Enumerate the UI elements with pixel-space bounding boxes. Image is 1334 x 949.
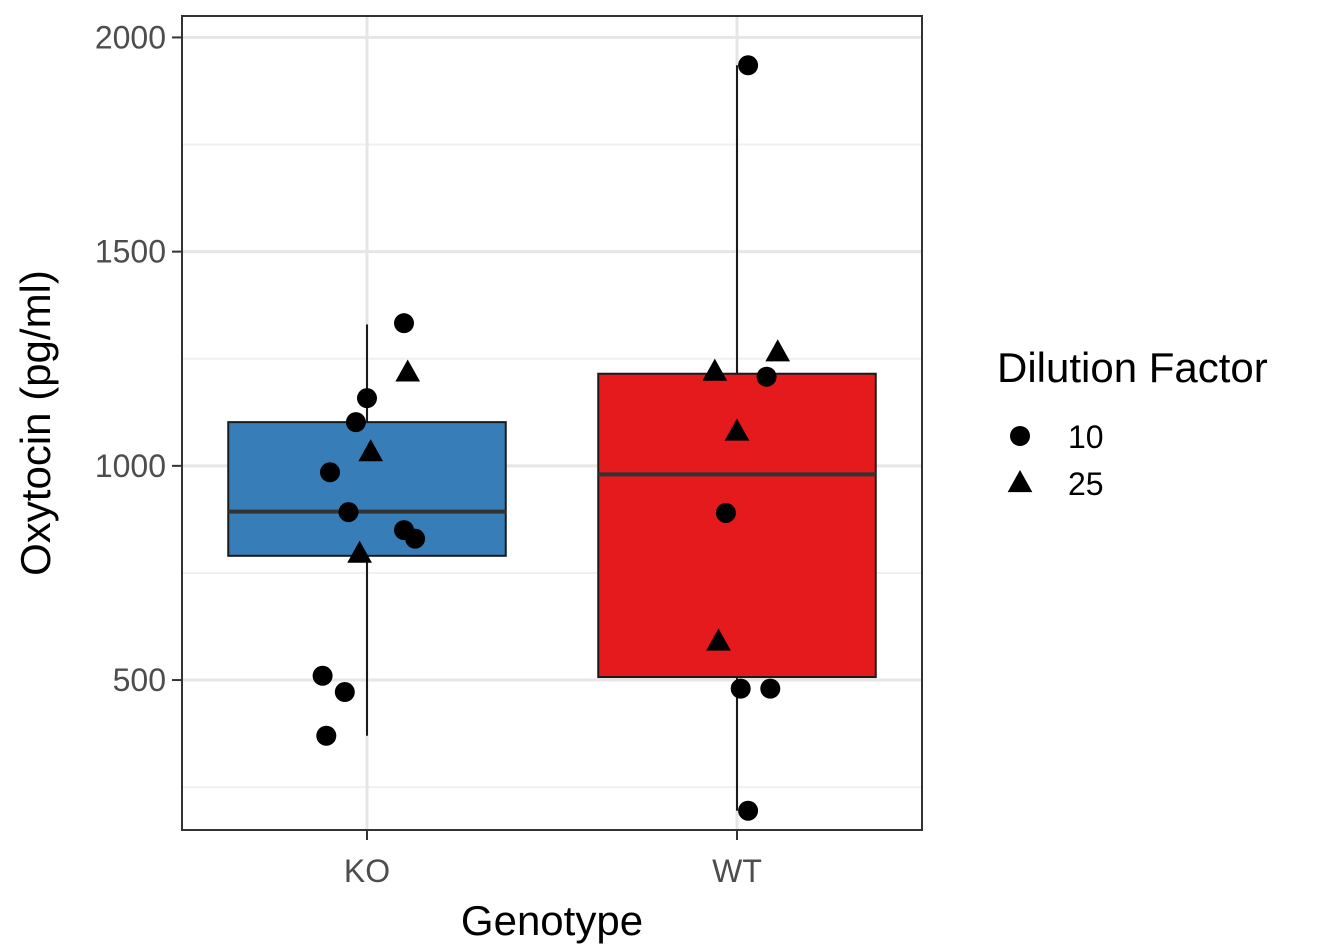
data-point-triangle <box>702 358 728 381</box>
data-point-circle <box>730 678 751 699</box>
y-tick-label: 500 <box>113 662 166 698</box>
boxplots <box>227 65 877 811</box>
legend-item-10: 10 <box>1010 419 1104 455</box>
data-point-circle <box>312 665 333 686</box>
data-point-circle <box>738 800 759 821</box>
data-point-circle <box>316 725 337 746</box>
y-tick-label: 1500 <box>95 234 166 270</box>
data-point-circle <box>405 528 426 549</box>
boxplot-ko <box>227 324 507 736</box>
data-point-circle <box>357 388 377 409</box>
data-point-triangle <box>724 418 750 441</box>
x-axis-ticks: KO WT <box>344 830 762 889</box>
data-point-circle <box>320 462 340 483</box>
legend-triangle-icon <box>1007 470 1033 493</box>
data-point-triangle <box>358 439 384 462</box>
data-point-triangle <box>347 540 372 563</box>
plot-panel-border <box>181 15 923 831</box>
data-point-triangle <box>395 359 421 382</box>
data-point-circle <box>394 313 414 334</box>
y-axis-title: Oxytocin (pg/ml) <box>12 270 59 576</box>
data-point-circle <box>756 366 777 387</box>
y-tick-label: 2000 <box>95 19 166 55</box>
legend-label: 10 <box>1068 419 1104 455</box>
data-point-circle <box>338 502 359 523</box>
x-tick-label: KO <box>344 853 390 889</box>
x-tick-label: WT <box>712 853 762 889</box>
legend-item-25: 25 <box>1007 466 1104 502</box>
legend-label: 25 <box>1068 466 1104 502</box>
legend-title: Dilution Factor <box>997 344 1268 391</box>
data-point-circle <box>715 502 736 523</box>
data-point-triangle <box>706 628 731 651</box>
legend-circle-icon <box>1010 426 1030 446</box>
data-point-triangle <box>765 339 791 362</box>
y-axis-ticks: 500 1000 1500 2000 <box>95 19 182 698</box>
data-points <box>312 55 791 821</box>
data-point-circle <box>760 678 781 699</box>
data-point-circle <box>334 682 355 703</box>
x-axis-title: Genotype <box>461 897 643 944</box>
data-point-circle <box>345 412 366 433</box>
y-tick-label: 1000 <box>95 448 166 484</box>
data-point-circle <box>738 55 759 76</box>
box-iqr <box>227 421 507 557</box>
